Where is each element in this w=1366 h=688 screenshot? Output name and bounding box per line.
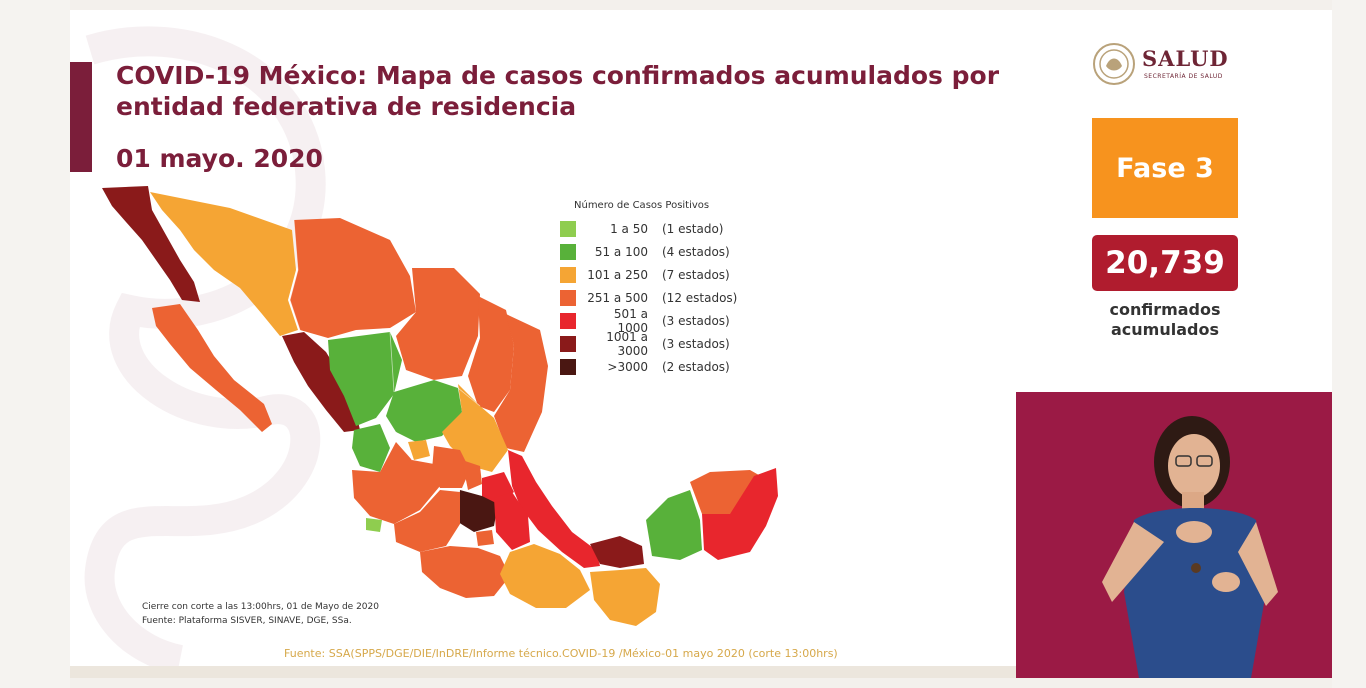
legend-range: 1001 a 3000	[606, 329, 648, 358]
state-coahuila	[396, 268, 480, 380]
confirmed-count: 20,739	[1092, 235, 1238, 291]
right-margin	[1332, 0, 1366, 688]
state-baja-california-sur	[152, 304, 272, 432]
state-tabasco	[590, 536, 644, 568]
state-chiapas	[590, 568, 660, 626]
state-veracruz	[508, 450, 600, 568]
title-accent-bar	[70, 62, 92, 172]
legend-count: (4 estados)	[662, 244, 730, 259]
state-jalisco	[352, 442, 440, 524]
phase-badge: Fase 3	[1092, 118, 1238, 218]
state-campeche	[646, 490, 702, 560]
sign-language-video	[1016, 392, 1332, 678]
state-sinaloa	[282, 332, 360, 432]
slide: COVID-19 México: Mapa de casos confirmad…	[70, 10, 1332, 678]
eagle-watermark	[84, 26, 326, 675]
legend-swatch	[560, 266, 576, 283]
state-michoacan	[394, 490, 460, 552]
state-chihuahua	[290, 218, 416, 338]
map-legend: Número de Casos Positivos 1 a 50 (1 esta…	[560, 200, 737, 378]
legend-row: >3000 (2 estados)	[560, 355, 737, 378]
legend-count: (2 estados)	[662, 359, 730, 374]
legend-range: >3000	[607, 359, 648, 374]
state-morelos	[476, 530, 494, 546]
legend-row: 51 a 100 (4 estados)	[560, 240, 737, 263]
legend-count: (3 estados)	[662, 313, 730, 328]
legend-swatch	[560, 312, 576, 329]
legend-row: 1 a 50 (1 estado)	[560, 217, 737, 240]
state-nayarit	[352, 424, 390, 472]
legend-count: (12 estados)	[662, 290, 738, 305]
legend-range: 251 a 500	[587, 290, 648, 305]
footer-source: Fuente: SSA(SPPS/DGE/DIE/InDRE/Informe t…	[284, 647, 838, 660]
state-baja-california	[102, 186, 200, 302]
state-aguascalientes	[408, 440, 430, 460]
legend-title: Número de Casos Positivos	[574, 200, 710, 211]
state-mexico	[458, 490, 498, 532]
legend-range: 101 a 250	[587, 267, 648, 282]
confirmed-label: confirmados acumulados	[1109, 300, 1221, 339]
legend-row: 101 a 250 (7 estados)	[560, 263, 737, 286]
cutoff-note: Cierre con corte a las 13:00hrs, 01 de M…	[142, 602, 379, 612]
legend-swatch	[560, 335, 576, 352]
source-note: Fuente: Plataforma SISVER, SINAVE, DGE, …	[142, 616, 352, 626]
salud-logo: SALUD SECRETARÍA DE SALUD	[1092, 42, 1252, 90]
seal-icon	[1093, 43, 1135, 85]
state-colima	[366, 518, 382, 532]
legend-row: 251 a 500 (12 estados)	[560, 286, 737, 309]
state-tamaulipas	[494, 314, 548, 452]
left-margin	[0, 0, 70, 688]
state-queretaro	[462, 460, 482, 490]
legend-count: (3 estados)	[662, 336, 730, 351]
legend-row: 1001 a 3000 (3 estados)	[560, 329, 737, 358]
state-guerrero	[420, 546, 510, 598]
slide-title: COVID-19 México: Mapa de casos confirmad…	[116, 61, 1000, 121]
state-puebla	[494, 492, 530, 550]
legend-count: (7 estados)	[662, 267, 730, 282]
mexico-map	[102, 186, 778, 626]
logo-name: SALUD	[1142, 46, 1229, 71]
interpreter-icon	[1102, 416, 1278, 678]
state-nuevo-leon	[468, 296, 514, 412]
legend-swatch	[560, 358, 576, 375]
state-durango	[328, 332, 402, 426]
legend-swatch	[560, 243, 576, 260]
legend-count: (1 estado)	[662, 221, 724, 236]
legend-swatch	[560, 289, 576, 306]
logo-subtitle: SECRETARÍA DE SALUD	[1144, 73, 1223, 80]
state-guanajuato	[432, 446, 470, 488]
legend-row: 501 a 1000 (3 estados)	[560, 306, 737, 335]
legend-swatch	[560, 220, 576, 237]
state-sonora	[150, 192, 298, 336]
legend-range: 501 a 1000	[613, 306, 648, 335]
state-zacatecas	[386, 380, 462, 442]
legend-range: 1 a 50	[610, 221, 648, 236]
slide-date: 01 mayo. 2020	[116, 144, 323, 173]
state-oaxaca	[500, 544, 590, 608]
legend-range: 51 a 100	[594, 244, 648, 259]
state-quintana-roo	[702, 468, 778, 560]
